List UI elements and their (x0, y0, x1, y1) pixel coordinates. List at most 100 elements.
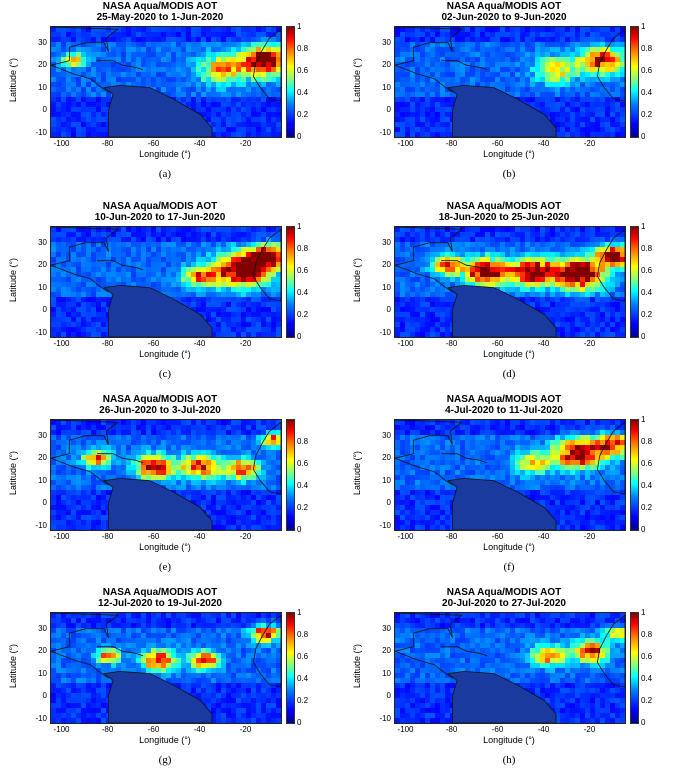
aot-cell (500, 57, 505, 62)
aot-cell (241, 42, 246, 47)
aot-cell (231, 117, 236, 122)
aot-cell (161, 87, 166, 92)
aot-cell (510, 27, 515, 32)
aot-cell (221, 87, 226, 92)
aot-cell (430, 117, 435, 122)
aot-cell (71, 67, 76, 72)
colorbar-tick-label: 0.6 (297, 66, 309, 75)
colorbar-tick-label: 0.2 (297, 310, 309, 319)
aot-cell (51, 132, 56, 137)
aot-cell (535, 102, 540, 107)
aot-cell (415, 127, 420, 132)
aot-cell (241, 107, 246, 112)
aot-cell (470, 77, 475, 82)
aot-cell (116, 37, 121, 42)
aot-cell (455, 67, 460, 72)
aot-cell (520, 72, 525, 77)
aot-cell (86, 87, 91, 92)
aot-cell (470, 47, 475, 52)
x-axis-label: Longitude (°) (483, 149, 535, 159)
aot-cell (545, 92, 550, 97)
aot-cell (136, 77, 141, 82)
aot-cell (395, 57, 400, 62)
aot-cell (415, 112, 420, 117)
aot-cell (61, 72, 66, 77)
aot-cell (580, 57, 585, 62)
aot-cell (71, 77, 76, 82)
aot-cell (156, 52, 161, 57)
aot-cell (415, 32, 420, 37)
aot-cell (61, 62, 66, 67)
aot-cell (405, 117, 410, 122)
aot-cell (555, 132, 560, 137)
aot-cell (415, 107, 420, 112)
y-tick-label: 10 (382, 282, 391, 292)
x-tick-label: -80 (101, 139, 114, 148)
aot-cell (520, 57, 525, 62)
aot-cell (201, 97, 206, 102)
aot-cell (395, 77, 400, 82)
panel-title: NASA Aqua/MODIS AOT (102, 201, 218, 212)
aot-cell (266, 122, 271, 127)
aot-cell (445, 37, 450, 42)
aot-cell (81, 67, 86, 72)
aot-cell (525, 87, 530, 92)
aot-cell (231, 52, 236, 57)
aot-cell (425, 32, 430, 37)
panel-c: NASA Aqua/MODIS AOT 10-Jun-2020 to 17-Jun… (0, 200, 344, 392)
aot-cell (71, 72, 76, 77)
aot-cell (206, 117, 211, 122)
aot-cell (540, 97, 545, 102)
aot-cell (241, 52, 246, 57)
aot-cell (171, 77, 176, 82)
aot-cell (405, 52, 410, 57)
aot-cell (510, 67, 515, 72)
aot-cell (510, 57, 515, 62)
aot-cell (420, 132, 425, 137)
aot-cell (181, 32, 186, 37)
aot-cell (500, 62, 505, 67)
aot-cell (176, 87, 181, 92)
aot-cell (246, 107, 251, 112)
aot-cell (400, 92, 405, 97)
aot-cell (216, 87, 221, 92)
aot-cell (196, 27, 201, 32)
africa-coastline (252, 228, 281, 302)
aot-cell (430, 72, 435, 77)
aot-cell (51, 77, 56, 82)
aot-cell (276, 122, 281, 127)
aot-cell (540, 42, 545, 47)
aot-cell (131, 72, 136, 77)
aot-cell (271, 122, 276, 127)
aot-cell (585, 127, 590, 132)
aot-cell (460, 27, 465, 32)
aot-cell (266, 92, 271, 97)
aot-cell (585, 97, 590, 102)
aot-cell (470, 62, 475, 67)
aot-cell (131, 37, 136, 42)
aot-cell (261, 37, 266, 42)
aot-cell (550, 107, 555, 112)
aot-cell (440, 97, 445, 102)
aot-cell (156, 42, 161, 47)
aot-cell (590, 117, 595, 122)
aot-cell (530, 77, 535, 82)
aot-cell (86, 107, 91, 112)
aot-cell (61, 97, 66, 102)
aot-cell (156, 47, 161, 52)
aot-cell (425, 112, 430, 117)
aot-cell (231, 67, 236, 72)
aot-cell (256, 57, 261, 62)
aot-cell (430, 62, 435, 67)
aot-cell (236, 122, 241, 127)
aot-cell (430, 37, 435, 42)
aot-cell (216, 52, 221, 57)
aot-cell (550, 117, 555, 122)
aot-cell (540, 92, 545, 97)
aot-cell (76, 77, 81, 82)
aot-cell (276, 132, 281, 137)
aot-cell (565, 27, 570, 32)
aot-cell (520, 82, 525, 87)
aot-cell (171, 37, 176, 42)
aot-cell (420, 82, 425, 87)
